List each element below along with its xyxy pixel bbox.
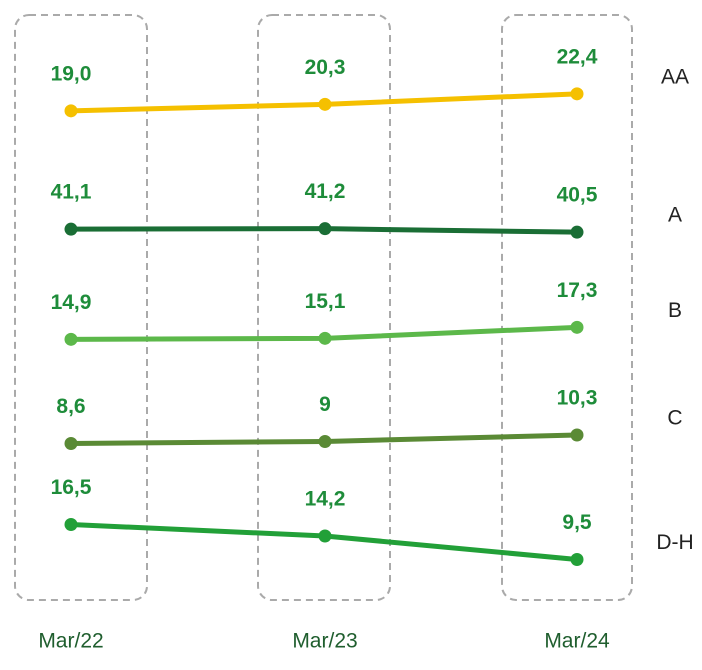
value-label: 9 <box>319 393 331 416</box>
value-label: 16,5 <box>51 476 92 499</box>
column-frame <box>14 14 148 601</box>
value-label: 14,9 <box>51 291 92 314</box>
x-tick-label: Mar/22 <box>38 630 103 653</box>
series-label: A <box>668 204 682 227</box>
point <box>318 435 332 448</box>
value-label: 10,3 <box>557 387 598 410</box>
value-label: 17,3 <box>557 279 598 302</box>
series-label: AA <box>661 65 689 88</box>
point <box>570 225 584 239</box>
point <box>64 222 78 236</box>
value-label: 22,4 <box>557 45 598 68</box>
point <box>64 518 78 531</box>
point <box>570 87 584 101</box>
value-label: 14,2 <box>305 488 346 511</box>
point <box>318 529 332 543</box>
point <box>64 104 78 118</box>
column-frame <box>501 14 633 601</box>
value-label: 20,3 <box>305 56 346 79</box>
series-label: D-H <box>656 531 693 554</box>
x-tick-label: Mar/24 <box>544 630 610 653</box>
point <box>570 428 584 442</box>
series-label: B <box>668 299 682 322</box>
point <box>318 97 332 111</box>
column-frame <box>257 14 391 601</box>
value-label: 41,1 <box>51 181 92 204</box>
value-label: 8,6 <box>56 395 85 418</box>
point <box>64 332 78 346</box>
x-tick-label: Mar/23 <box>292 630 357 653</box>
series-label: C <box>667 407 682 430</box>
point <box>570 553 584 566</box>
point <box>570 320 584 334</box>
value-label: 40,5 <box>557 184 598 207</box>
point <box>64 437 78 450</box>
value-label: 41,2 <box>305 180 346 203</box>
point <box>318 331 332 345</box>
value-label: 19,0 <box>51 62 92 85</box>
point <box>318 222 332 236</box>
value-label: 15,1 <box>305 290 346 313</box>
value-label: 9,5 <box>562 511 592 534</box>
